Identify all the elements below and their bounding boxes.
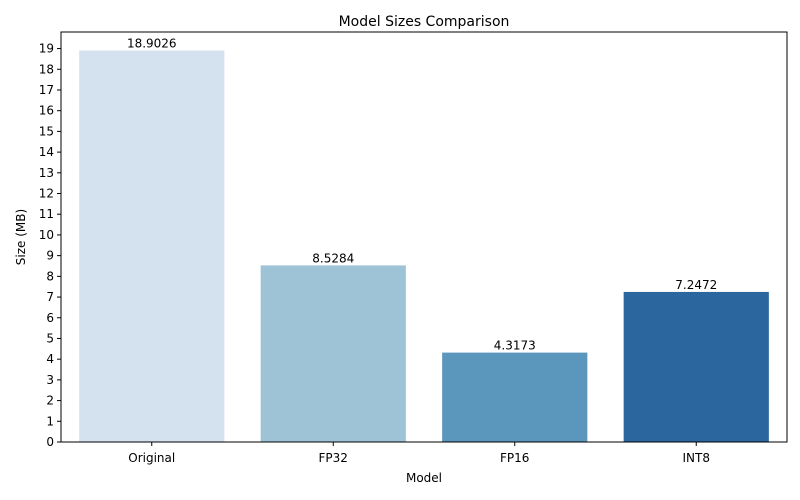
y-tick-label: 2 [46, 394, 54, 408]
bar-value-label: 18.9026 [127, 37, 177, 51]
y-tick-label: 18 [39, 62, 54, 76]
bar-fp32 [260, 265, 406, 442]
x-tick-label: Original [128, 451, 175, 465]
x-tick-label: FP32 [319, 451, 348, 465]
bar-int8 [623, 291, 769, 442]
y-tick-label: 16 [39, 104, 54, 118]
y-tick-label: 6 [46, 311, 54, 325]
bar-value-label: 8.5284 [312, 251, 354, 265]
y-tick-label: 7 [46, 290, 54, 304]
y-tick-label: 13 [39, 166, 54, 180]
y-tick-label: 14 [39, 145, 54, 159]
x-axis: Original FP32 FP16 INT8 [128, 442, 710, 465]
y-axis-label: Size (MB) [14, 209, 28, 265]
bar-fp16 [442, 352, 588, 442]
y-tick-label: 0 [46, 435, 54, 449]
bar-value-label: 4.3173 [494, 339, 536, 353]
y-tick-label: 9 [46, 249, 54, 263]
y-tick-label: 17 [39, 83, 54, 97]
data-labels: 18.9026 8.5284 4.3173 7.2472 [127, 37, 717, 353]
y-tick-label: 3 [46, 373, 54, 387]
y-tick-label: 11 [39, 207, 54, 221]
x-axis-label: Model [406, 471, 442, 485]
y-tick-label: 12 [39, 187, 54, 201]
y-tick-label: 4 [46, 352, 54, 366]
bars [79, 50, 769, 443]
bar-value-label: 7.2472 [675, 278, 717, 292]
plot-frame [60, 31, 788, 443]
x-tick-label: INT8 [683, 451, 710, 465]
y-tick-label: 15 [39, 124, 54, 138]
y-tick-label: 10 [39, 228, 54, 242]
y-tick-label: 5 [46, 331, 54, 345]
y-tick-label: 8 [46, 269, 54, 283]
y-tick-label: 19 [39, 42, 54, 56]
x-tick-label: FP16 [500, 451, 529, 465]
bar-original [79, 50, 225, 443]
chart-title: Model Sizes Comparison [339, 14, 510, 30]
y-tick-label: 1 [46, 414, 54, 428]
